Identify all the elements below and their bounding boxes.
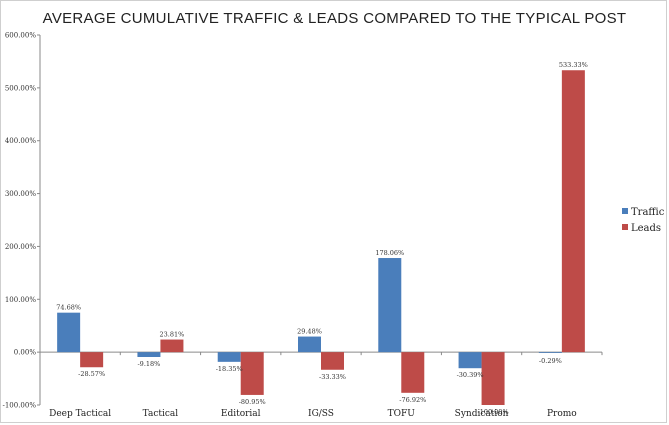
- category-label: Promo: [547, 409, 577, 419]
- bar-leads-syndication: [481, 352, 505, 405]
- bar-traffic-promo: [538, 352, 562, 353]
- y-tick-label: 500.00%: [5, 84, 36, 92]
- data-label: 178.06%: [375, 249, 404, 257]
- chart-title: AVERAGE CUMULATIVE TRAFFIC & LEADS COMPA…: [42, 10, 627, 27]
- bar-leads-ig-ss: [321, 352, 344, 370]
- category-label: IG/SS: [308, 409, 334, 419]
- bar-leads-editorial: [240, 352, 264, 395]
- bar-traffic-tofu: [378, 258, 402, 353]
- category-label: Deep Tactical: [49, 409, 111, 419]
- bar-traffic-deep-tactical: [57, 312, 81, 353]
- legend-label-leads: Leads: [631, 223, 661, 234]
- data-label: 23.81%: [160, 331, 185, 339]
- legend-label-traffic: Traffic: [631, 207, 665, 218]
- bar-traffic-tactical: [137, 352, 161, 357]
- data-label: -100.00%: [478, 408, 509, 416]
- bar-leads-deep-tactical: [80, 352, 104, 368]
- bar-leads-tactical: [160, 339, 184, 353]
- category-label: Editorial: [221, 409, 261, 419]
- category-label: Syndication: [455, 409, 509, 419]
- data-label: -30.39%: [457, 371, 484, 379]
- data-label: -33.33%: [319, 373, 346, 381]
- y-tick-label: 100.00%: [5, 296, 36, 304]
- y-tick-label: 400.00%: [5, 137, 36, 145]
- data-label: -76.92%: [399, 396, 426, 404]
- category-label: TOFU: [388, 409, 416, 419]
- y-tick-label: 300.00%: [5, 190, 36, 198]
- y-tick-label: 0.00%: [14, 349, 37, 357]
- data-label: -80.95%: [239, 398, 266, 406]
- data-label: 533.33%: [559, 61, 588, 69]
- y-tick-label: 200.00%: [5, 243, 36, 251]
- bar-leads-tofu: [401, 352, 425, 393]
- category-label: Tactical: [143, 409, 179, 419]
- data-label: -18.35%: [216, 365, 243, 373]
- data-label: 74.68%: [56, 304, 81, 312]
- y-tick-label: -100.00%: [2, 402, 36, 410]
- legend-swatch-leads: [622, 224, 628, 230]
- data-label: 29.48%: [297, 328, 322, 336]
- legend-swatch-traffic: [622, 208, 628, 214]
- bar-traffic-editorial: [217, 352, 241, 362]
- data-label: -9.18%: [137, 360, 160, 368]
- bar-traffic-ig-ss: [298, 336, 321, 353]
- y-tick-label: 600.00%: [5, 32, 36, 40]
- bar-traffic-syndication: [458, 352, 482, 369]
- data-label: -0.29%: [539, 357, 562, 365]
- data-label: -28.57%: [78, 370, 105, 378]
- bar-leads-promo: [561, 70, 585, 353]
